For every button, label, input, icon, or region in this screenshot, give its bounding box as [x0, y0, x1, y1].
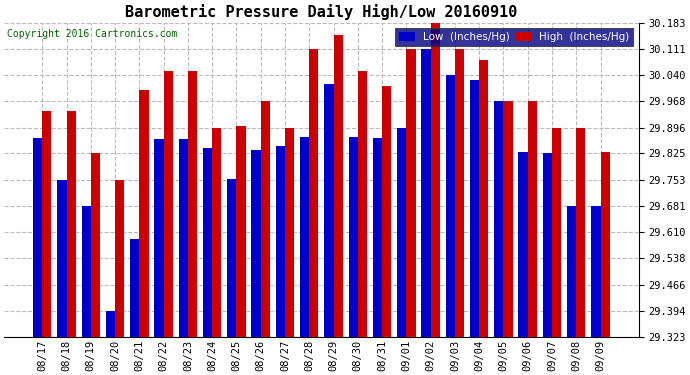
Bar: [543, 153, 552, 337]
Bar: [106, 311, 115, 337]
Bar: [600, 152, 610, 337]
Bar: [397, 128, 406, 337]
Title: Barometric Pressure Daily High/Low 20160910: Barometric Pressure Daily High/Low 20160…: [125, 4, 518, 20]
Bar: [470, 80, 479, 337]
Bar: [33, 138, 42, 337]
Bar: [358, 71, 367, 337]
Bar: [66, 111, 76, 337]
Bar: [130, 239, 139, 337]
Bar: [382, 86, 391, 337]
Bar: [373, 138, 382, 337]
Bar: [431, 23, 440, 337]
Bar: [203, 148, 212, 337]
Bar: [261, 101, 270, 337]
Bar: [528, 101, 537, 337]
Bar: [81, 206, 91, 337]
Bar: [567, 206, 576, 337]
Bar: [348, 137, 358, 337]
Bar: [300, 137, 309, 337]
Bar: [188, 71, 197, 337]
Bar: [212, 128, 221, 337]
Bar: [446, 75, 455, 337]
Bar: [333, 35, 343, 337]
Bar: [91, 153, 100, 337]
Bar: [552, 128, 561, 337]
Bar: [518, 152, 528, 337]
Bar: [237, 126, 246, 337]
Bar: [251, 150, 261, 337]
Bar: [309, 49, 319, 337]
Bar: [139, 90, 148, 337]
Bar: [57, 180, 66, 337]
Text: Copyright 2016 Cartronics.com: Copyright 2016 Cartronics.com: [8, 29, 178, 39]
Bar: [494, 101, 504, 337]
Bar: [164, 71, 172, 337]
Bar: [179, 139, 188, 337]
Bar: [406, 49, 415, 337]
Bar: [115, 180, 124, 337]
Bar: [479, 60, 489, 337]
Legend: Low  (Inches/Hg), High  (Inches/Hg): Low (Inches/Hg), High (Inches/Hg): [395, 28, 633, 46]
Bar: [155, 139, 164, 337]
Bar: [591, 206, 600, 337]
Bar: [42, 111, 52, 337]
Bar: [276, 146, 285, 337]
Bar: [455, 49, 464, 337]
Bar: [576, 128, 586, 337]
Bar: [504, 101, 513, 337]
Bar: [227, 179, 237, 337]
Bar: [324, 84, 333, 337]
Bar: [422, 49, 431, 337]
Bar: [285, 128, 294, 337]
